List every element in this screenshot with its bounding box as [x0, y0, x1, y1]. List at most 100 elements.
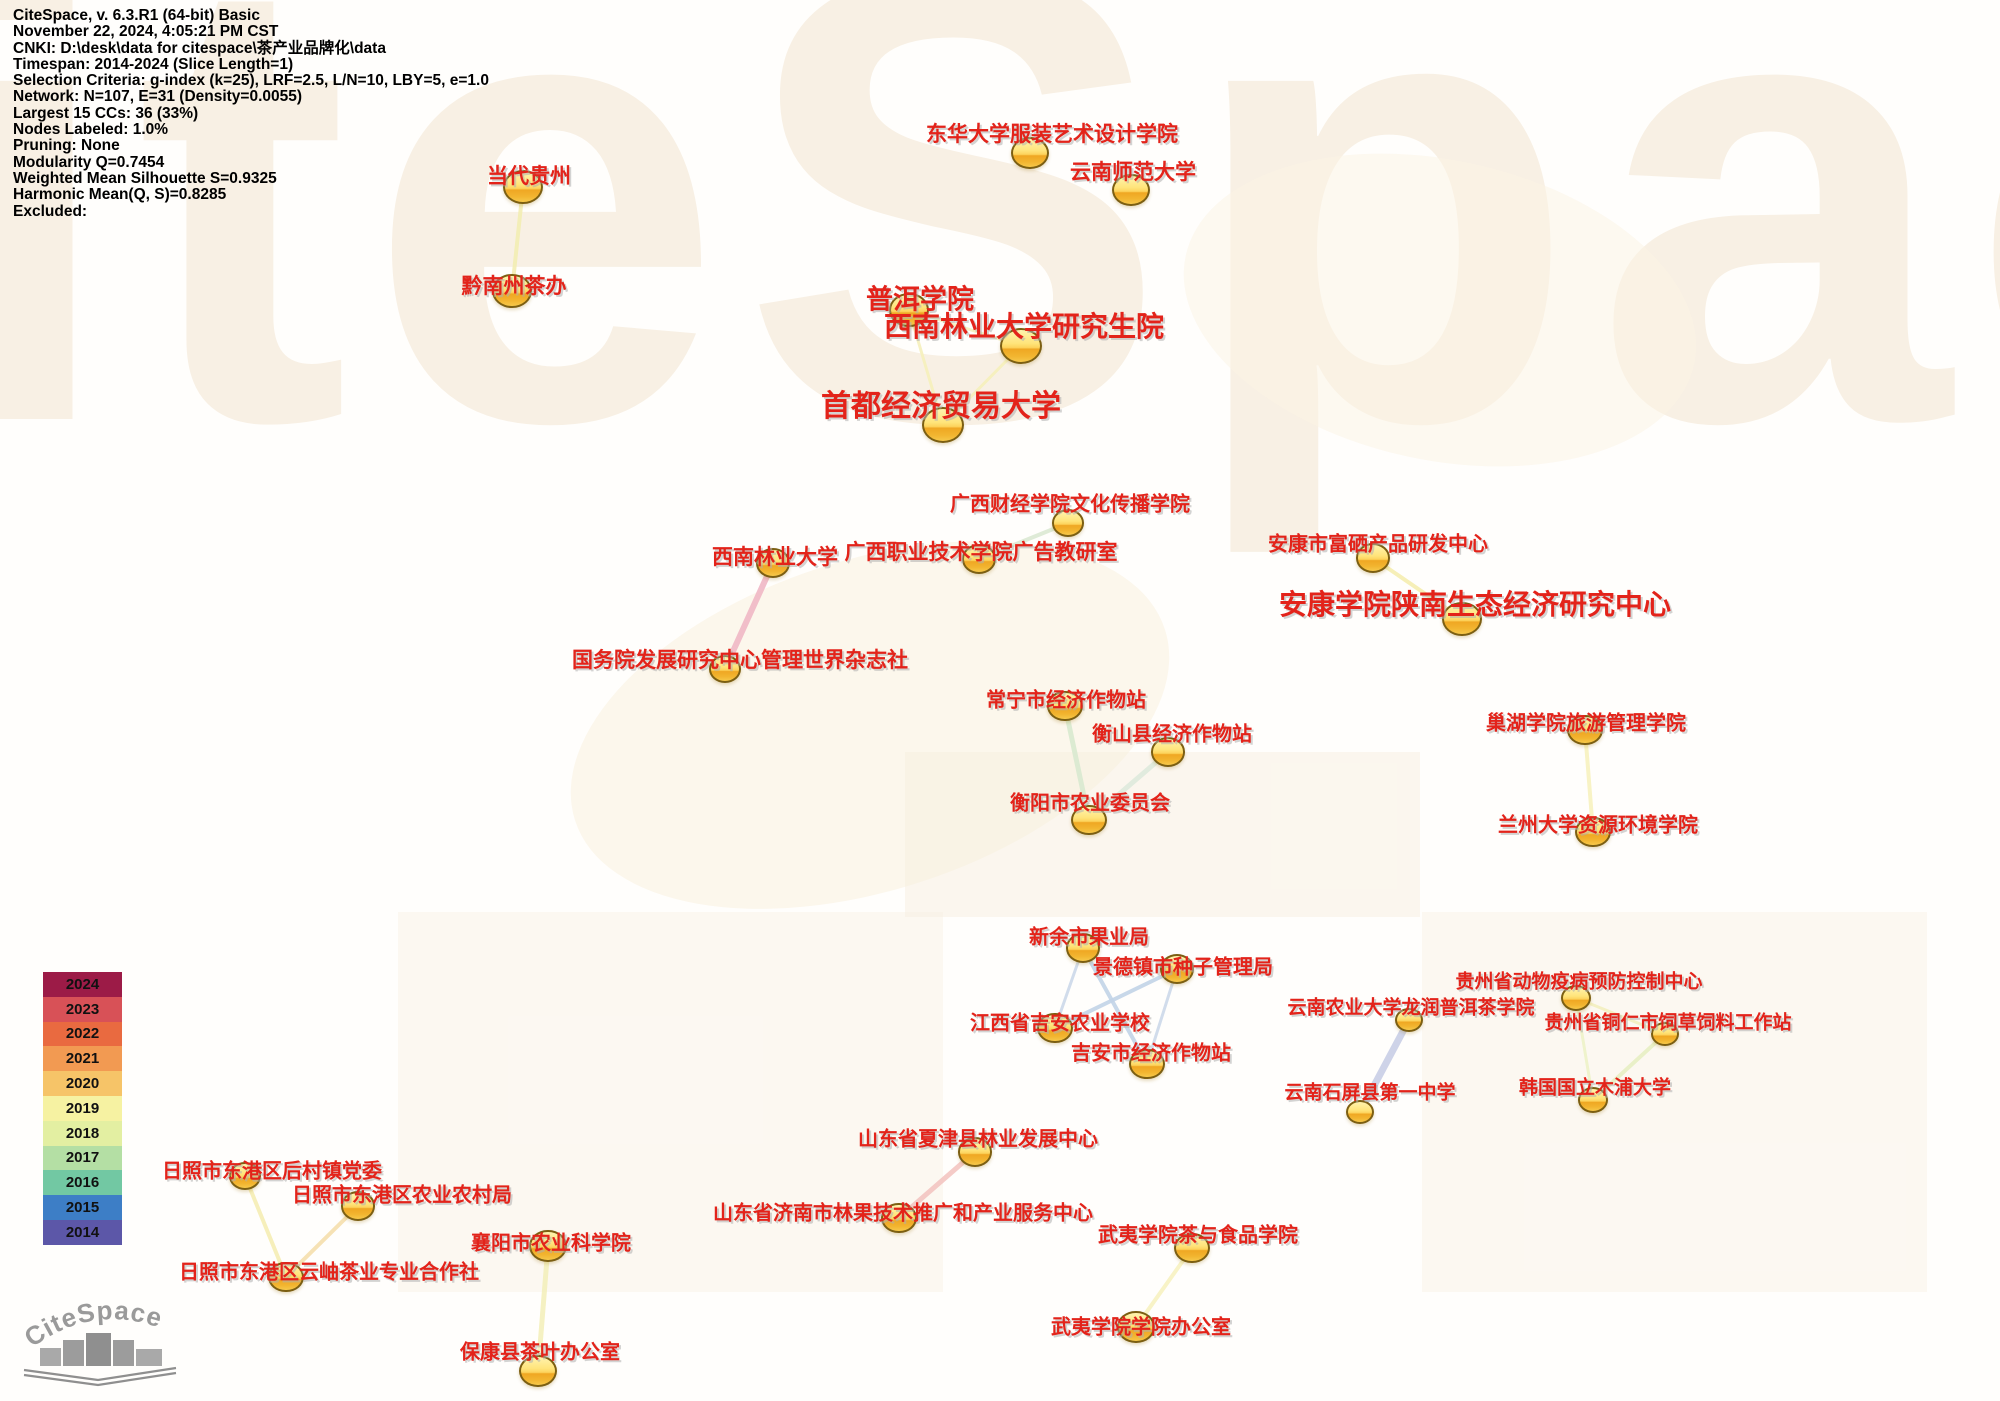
- institution-node[interactable]: [1395, 1007, 1423, 1033]
- institution-node[interactable]: [1561, 985, 1591, 1011]
- institution-node[interactable]: [1442, 601, 1482, 637]
- co-institution-edge: [243, 1174, 288, 1279]
- institution-label: 广西财经学院文化传播学院: [950, 493, 1190, 516]
- institution-label: 新余市果业局: [1029, 926, 1149, 949]
- legend-year-label: 2023: [65, 1000, 100, 1018]
- institution-node[interactable]: [1112, 173, 1150, 207]
- cluster-hull: [398, 912, 943, 1292]
- institution-node[interactable]: [709, 655, 741, 683]
- institution-label: 安康市富硒产品研发中心: [1268, 533, 1488, 556]
- institution-node[interactable]: [1346, 1099, 1374, 1125]
- legend-year-label: 2024: [65, 975, 100, 993]
- institution-label: 东华大学服装艺术设计学院: [926, 123, 1178, 146]
- header-line: CiteSpace, v. 6.3.R1 (64-bit) Basic: [13, 7, 260, 24]
- legend-year-label: 2020: [65, 1075, 100, 1093]
- header-line: Excluded:: [13, 202, 88, 220]
- co-institution-edge: [1053, 967, 1179, 1030]
- legend-year-label: 2021: [65, 1050, 100, 1068]
- legend-year-label: 2018: [65, 1124, 100, 1142]
- institution-node[interactable]: [889, 292, 929, 328]
- institution-node[interactable]: [1356, 543, 1390, 573]
- institution-label: 衡山县经济作物站: [1092, 723, 1252, 746]
- institution-node[interactable]: [881, 1202, 917, 1234]
- institution-node[interactable]: [1000, 327, 1042, 365]
- institution-label: 黔南州茶办: [461, 275, 567, 298]
- header-metadata: CiteSpace, v. 6.3.R1 (64-bit) Basic Novem…: [13, 7, 489, 220]
- legend-year-2024: 2024: [43, 972, 122, 997]
- institution-node[interactable]: [1578, 1087, 1608, 1113]
- legend-year-2014: 2014: [43, 1219, 122, 1245]
- institution-node[interactable]: [341, 1191, 375, 1221]
- institution-node[interactable]: [492, 273, 532, 309]
- institution-node[interactable]: [958, 1137, 992, 1167]
- institution-node[interactable]: [922, 406, 964, 444]
- legend-year-2021: 2021: [43, 1046, 122, 1072]
- legend-year-label: 2014: [65, 1223, 100, 1241]
- institution-label: 国务院发展研究中心管理世界杂志社: [572, 649, 908, 672]
- header-line: Modularity Q=0.7454: [13, 153, 165, 171]
- co-institution-edge: [722, 560, 776, 672]
- legend-year-2015: 2015: [43, 1195, 122, 1220]
- header-line: Nodes Labeled: 1.0%: [13, 121, 169, 139]
- institution-node[interactable]: [1071, 804, 1107, 836]
- institution-label: 吉安市经济作物站: [1071, 1042, 1231, 1065]
- institution-node[interactable]: [529, 1229, 567, 1263]
- institution-node[interactable]: [1052, 509, 1084, 537]
- institution-node[interactable]: [268, 1261, 304, 1293]
- institution-node[interactable]: [962, 544, 996, 574]
- institution-node[interactable]: [229, 1162, 261, 1190]
- cluster-hull: [1422, 912, 1927, 1292]
- institution-label: 江西省吉安农业学校: [970, 1012, 1150, 1035]
- institution-label: 当代贵州: [487, 165, 571, 188]
- co-institution-edge: [907, 308, 945, 427]
- institution-node[interactable]: [756, 548, 790, 578]
- legend-year-label: 2016: [65, 1174, 100, 1192]
- institution-node[interactable]: [1567, 714, 1603, 746]
- institution-label: 巢湖学院旅游管理学院: [1486, 712, 1686, 735]
- logo-bars: [40, 1333, 162, 1366]
- header-line: Weighted Mean Silhouette S=0.9325: [13, 169, 277, 187]
- institution-node[interactable]: [1047, 690, 1083, 722]
- legend-year-2020: 2020: [43, 1071, 122, 1096]
- year-legend: 2024 2023 2022 2021 2020 2019 2018 2017 2016 2015…: [43, 972, 122, 1245]
- institution-label: 首都经济贸易大学: [821, 390, 1061, 423]
- institution-node[interactable]: [1651, 1021, 1679, 1047]
- logo-book: [23, 1366, 177, 1387]
- institution-label: 韩国国立木浦大学: [1518, 1077, 1672, 1099]
- institution-node[interactable]: [1151, 737, 1185, 767]
- header-line: Largest 15 CCs: 36 (33%): [13, 104, 199, 122]
- institution-node[interactable]: [1575, 816, 1611, 848]
- institution-node[interactable]: [1011, 136, 1049, 170]
- institution-node[interactable]: [1129, 1048, 1165, 1080]
- legend-year-label: 2019: [65, 1099, 100, 1117]
- header-line: Harmonic Mean(Q, S)=0.8285: [13, 186, 227, 204]
- co-institution-edge: [1591, 1032, 1667, 1102]
- institution-node[interactable]: [1117, 1310, 1155, 1344]
- institution-label: 山东省济南市林果技术推广和产业服务中心: [713, 1202, 1093, 1225]
- co-institution-edge: [1081, 946, 1149, 1066]
- header-line: Network: N=107, E=31 (Density=0.0055): [13, 88, 303, 106]
- legend-year-2022: 2022: [43, 1021, 122, 1047]
- institution-label: 安康学院陕南生态经济研究中心: [1278, 589, 1672, 620]
- institution-label: 日照市东港区后村镇党委: [162, 1160, 382, 1183]
- institution-label: 景德镇市种子管理局: [1093, 956, 1273, 979]
- institution-label: 日照市东港区农业农村局: [292, 1184, 512, 1207]
- legend-year-2016: 2016: [43, 1170, 122, 1196]
- legend-year-label: 2022: [65, 1025, 100, 1043]
- institution-node[interactable]: [1037, 1012, 1073, 1044]
- institution-node[interactable]: [519, 1354, 557, 1388]
- institution-label: 云南石屏县第一中学: [1284, 1082, 1456, 1104]
- legend-year-label: 2015: [65, 1199, 100, 1217]
- institution-label: 常宁市经济作物站: [986, 689, 1146, 712]
- co-institution-edge: [1583, 728, 1595, 834]
- institution-node[interactable]: [1066, 933, 1100, 963]
- institution-label: 贵州省动物疫病预防控制中心: [1455, 971, 1703, 993]
- institution-label: 襄阳市农业科学院: [471, 1232, 631, 1255]
- co-institution-edge: [1062, 703, 1092, 823]
- institution-node[interactable]: [503, 169, 543, 205]
- institution-node[interactable]: [1160, 954, 1194, 984]
- citespace-logo: CiteSpace: [19, 1295, 177, 1387]
- institution-node[interactable]: [1174, 1232, 1210, 1264]
- header-line: November 22, 2024, 4:05:21 PM CST: [13, 23, 279, 41]
